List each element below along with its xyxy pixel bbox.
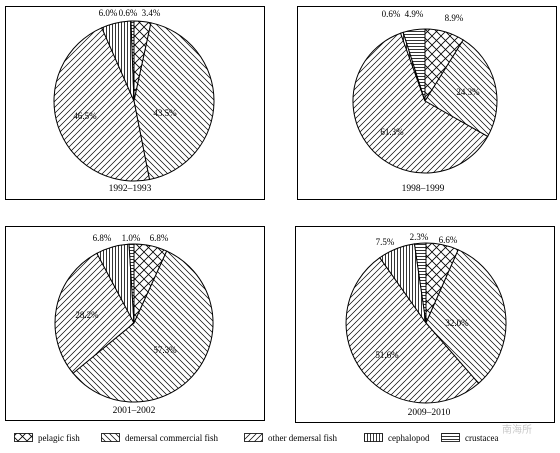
pie-slice-other-demersal-fish xyxy=(53,27,151,182)
legend-item-cephalopod: cephalopod xyxy=(364,433,430,443)
data-label-crustacea: 1.0% xyxy=(122,233,141,243)
data-label-demersal-commercial-fish: 24.3% xyxy=(456,87,480,97)
data-label-cephalopod: 6.8% xyxy=(93,233,112,243)
data-label-demersal-commercial-fish: 32.0% xyxy=(445,318,469,328)
pie-chart-2001-2002: 6.8% 57.3% 28.2% 6.8% 1.0% xyxy=(54,233,214,403)
panel-frame-1 xyxy=(5,6,265,200)
pie-slice-demersal-commercial-fish xyxy=(133,22,215,181)
data-label-pelagic-fish: 6.6% xyxy=(439,235,458,245)
pie-slice-other-demersal-fish xyxy=(54,252,135,374)
data-label-demersal-commercial-fish: 57.3% xyxy=(153,345,177,355)
pie-slice-crustacea xyxy=(128,243,135,324)
pie-slice-demersal-commercial-fish xyxy=(424,39,498,138)
legend-swatch-pelagic-fish xyxy=(14,433,33,442)
data-label-cephalopod: 7.5% xyxy=(376,237,395,247)
data-label-cephalopod: 6.0% xyxy=(99,8,118,18)
pie-slice-crustacea xyxy=(413,242,427,324)
data-label-pelagic-fish: 8.9% xyxy=(445,13,464,23)
legend-item-demersal-commercial-fish: demersal commercial fish xyxy=(101,433,218,443)
pie-slice-demersal-commercial-fish xyxy=(425,249,507,385)
data-label-pelagic-fish: 6.8% xyxy=(150,233,169,243)
legend: pelagic fish demersal commercial fish ot… xyxy=(14,433,498,443)
legend-label-pelagic-fish: pelagic fish xyxy=(38,433,80,443)
data-label-demersal-commercial-fish: 43.5% xyxy=(153,108,177,118)
legend-label-crustacea: crustacea xyxy=(465,433,498,443)
pie-chart-1998-1999: 8.9% 24.3% 61.3% 0.6% 4.9% xyxy=(352,9,498,174)
pie-slice-demersal-commercial-fish xyxy=(72,250,214,403)
pie-slice-other-demersal-fish xyxy=(352,32,489,174)
panel-frame-4 xyxy=(295,226,555,423)
pie-chart-2009-2010: 6.6% 32.0% 51.6% 7.5% 2.3% xyxy=(345,232,507,404)
data-label-other-demersal-fish: 51.6% xyxy=(375,350,399,360)
pie-slice-other-demersal-fish xyxy=(345,256,480,404)
data-label-crustacea: 2.3% xyxy=(410,232,429,242)
chart-title-3: 2001–2002 xyxy=(113,406,156,416)
pie-slice-crustacea xyxy=(130,20,135,102)
legend-item-other-demersal-fish: other demersal fish xyxy=(244,433,337,443)
data-label-other-demersal-fish: 46.5% xyxy=(73,111,97,121)
data-label-other-demersal-fish: 28.2% xyxy=(75,310,99,320)
legend-label-other-demersal-fish: other demersal fish xyxy=(268,433,337,443)
data-label-cephalopod: 0.6% xyxy=(382,9,401,19)
legend-label-cephalopod: cephalopod xyxy=(388,433,430,443)
legend-item-crustacea: crustacea xyxy=(441,433,498,443)
legend-label-demersal-commercial-fish: demersal commercial fish xyxy=(125,433,218,443)
legend-swatch-crustacea xyxy=(441,433,460,442)
legend-item-pelagic-fish: pelagic fish xyxy=(14,433,80,443)
watermark: 南海所 xyxy=(502,423,532,436)
chart-title-1: 1992–1993 xyxy=(109,184,152,194)
chart-title-4: 2009–2010 xyxy=(408,408,451,418)
legend-swatch-cephalopod xyxy=(364,433,383,442)
legend-swatch-other-demersal-fish xyxy=(244,433,263,442)
panel-frame-2 xyxy=(297,6,557,200)
data-label-other-demersal-fish: 61.3% xyxy=(380,127,404,137)
pie-chart-1992-1993: 3.4% 43.5% 46.5% 6.0% 0.6% xyxy=(53,8,215,182)
data-label-crustacea: 0.6% xyxy=(119,8,138,18)
legend-swatch-demersal-commercial-fish xyxy=(101,433,120,442)
panel-frame-3 xyxy=(5,226,265,421)
chart-title-2: 1998–1999 xyxy=(402,184,445,194)
data-label-crustacea: 4.9% xyxy=(405,9,424,19)
data-label-pelagic-fish: 3.4% xyxy=(142,8,161,18)
pie-slice-crustacea xyxy=(402,28,426,102)
